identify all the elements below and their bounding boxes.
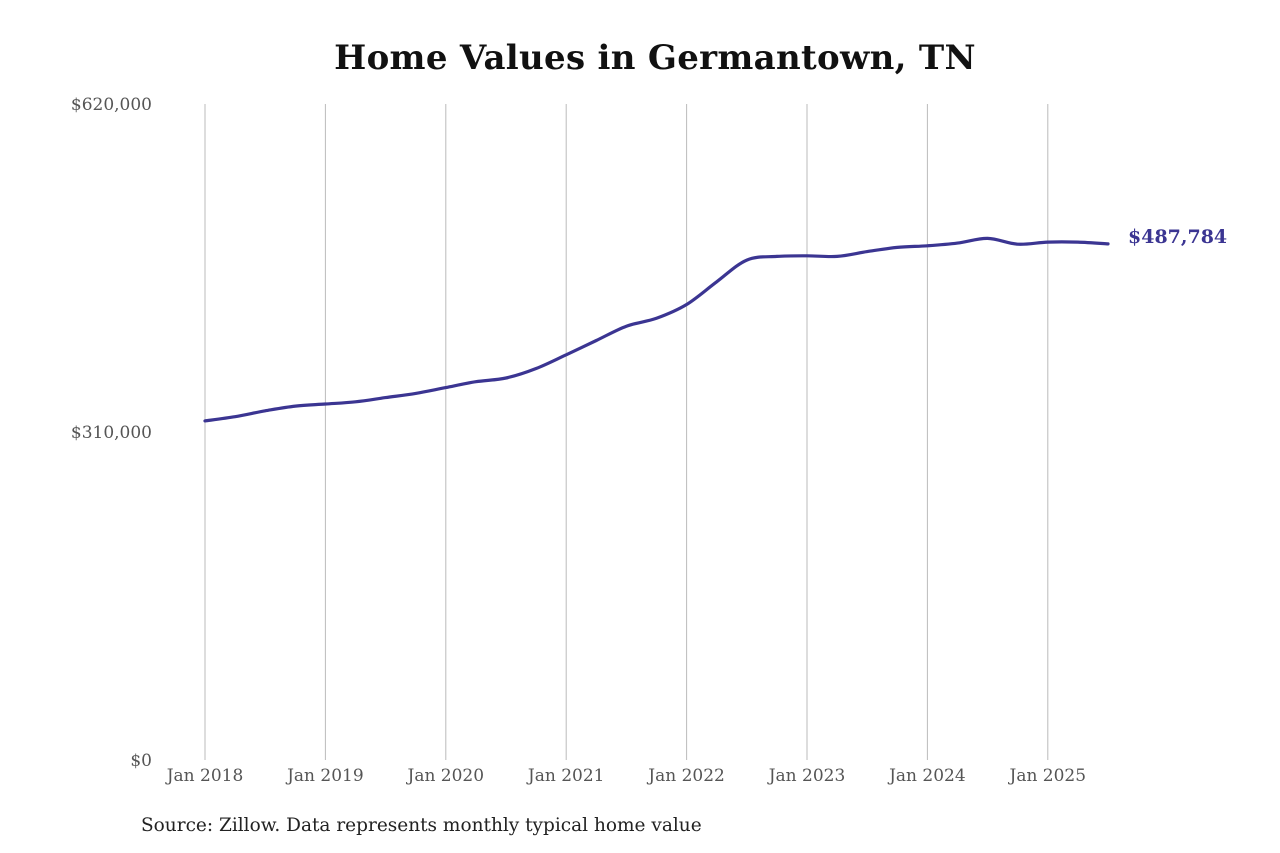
x-tick-label: Jan 2020 [406,766,485,786]
data-point-2019-01 [324,403,327,406]
source-note: Source: Zillow. Data represents monthly … [141,815,702,836]
x-axis-ticks: Jan 2018 Jan 2019 Jan 2020 Jan 2021 Jan 2022… [165,766,1086,786]
data-point-2025-07 [1107,243,1110,246]
series-line-0 [203,236,1110,423]
data-point-2019-04 [354,400,357,403]
data-point-2022-10 [776,255,779,258]
data-point-2022-07 [745,259,748,262]
data-point-2024-04 [956,242,959,245]
x-tick-label: Jan 2024 [887,766,966,786]
data-point-2024-01 [926,244,929,247]
end-value-label: $487,784 [1128,226,1227,248]
end-label-layer: $487,784 [1128,226,1227,248]
data-point-2021-07 [625,325,628,328]
data-point-2023-01 [806,254,809,257]
x-tick-label: Jan 2023 [767,766,846,786]
data-point-2023-07 [866,250,869,253]
data-point-2021-01 [565,353,568,356]
data-point-2022-04 [715,280,718,283]
data-point-2018-04 [234,415,237,418]
data-point-2020-01 [444,386,447,389]
x-tick-label: Jan 2018 [165,766,244,786]
x-tick-label: Jan 2025 [1008,766,1087,786]
data-point-2022-01 [685,303,688,306]
x-tick-label: Jan 2022 [646,766,725,786]
y-tick-label: $620,000 [71,95,152,115]
data-point-2025-01 [1046,241,1049,244]
vertical-gridlines [204,104,1049,760]
data-point-2019-10 [414,392,417,395]
series-layer [203,236,1110,423]
chart-title: Home Values in Germantown, TN [334,38,976,78]
data-point-2023-10 [896,246,899,249]
x-tick-label: Jan 2021 [526,766,605,786]
data-point-2021-04 [595,339,598,342]
y-tick-label: $0 [130,751,152,771]
data-point-2020-07 [505,377,508,380]
data-point-2018-01 [204,420,207,423]
data-point-2021-10 [655,317,658,320]
data-point-2018-10 [294,405,297,408]
y-tick-label: $310,000 [71,423,152,443]
data-point-2024-10 [1016,243,1019,246]
y-axis-ticks: $0 $310,000 $620,000 [71,95,152,771]
data-point-2023-04 [836,255,839,258]
data-point-2024-07 [986,237,989,240]
data-point-2018-07 [264,409,267,412]
data-point-2019-07 [384,396,387,399]
x-tick-label: Jan 2019 [285,766,364,786]
data-point-2020-04 [475,380,478,383]
data-point-2020-10 [535,367,538,370]
data-point-2025-04 [1077,241,1080,244]
